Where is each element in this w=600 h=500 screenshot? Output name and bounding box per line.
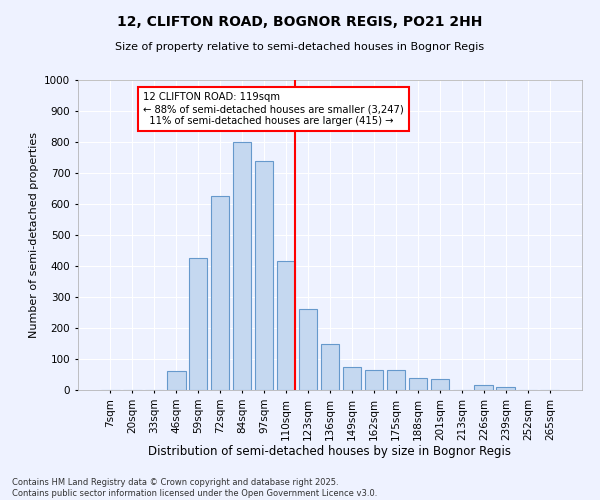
Bar: [343, 367, 361, 390]
Text: 12, CLIFTON ROAD, BOGNOR REGIS, PO21 2HH: 12, CLIFTON ROAD, BOGNOR REGIS, PO21 2HH: [118, 15, 482, 29]
Bar: [409, 378, 427, 390]
Text: Contains HM Land Registry data © Crown copyright and database right 2025.
Contai: Contains HM Land Registry data © Crown c…: [12, 478, 377, 498]
Bar: [211, 196, 229, 390]
Bar: [299, 310, 317, 390]
Bar: [277, 262, 295, 390]
Bar: [475, 386, 493, 390]
Bar: [365, 370, 383, 390]
Bar: [431, 379, 449, 390]
Bar: [320, 344, 340, 390]
Bar: [233, 142, 251, 390]
Text: Size of property relative to semi-detached houses in Bognor Regis: Size of property relative to semi-detach…: [115, 42, 485, 52]
Bar: [167, 372, 185, 390]
Y-axis label: Number of semi-detached properties: Number of semi-detached properties: [29, 132, 38, 338]
Bar: [386, 370, 405, 390]
Text: 12 CLIFTON ROAD: 119sqm
← 88% of semi-detached houses are smaller (3,247)
  11% : 12 CLIFTON ROAD: 119sqm ← 88% of semi-de…: [143, 92, 404, 126]
Bar: [189, 258, 208, 390]
X-axis label: Distribution of semi-detached houses by size in Bognor Regis: Distribution of semi-detached houses by …: [149, 446, 511, 458]
Bar: [496, 387, 515, 390]
Bar: [255, 160, 274, 390]
